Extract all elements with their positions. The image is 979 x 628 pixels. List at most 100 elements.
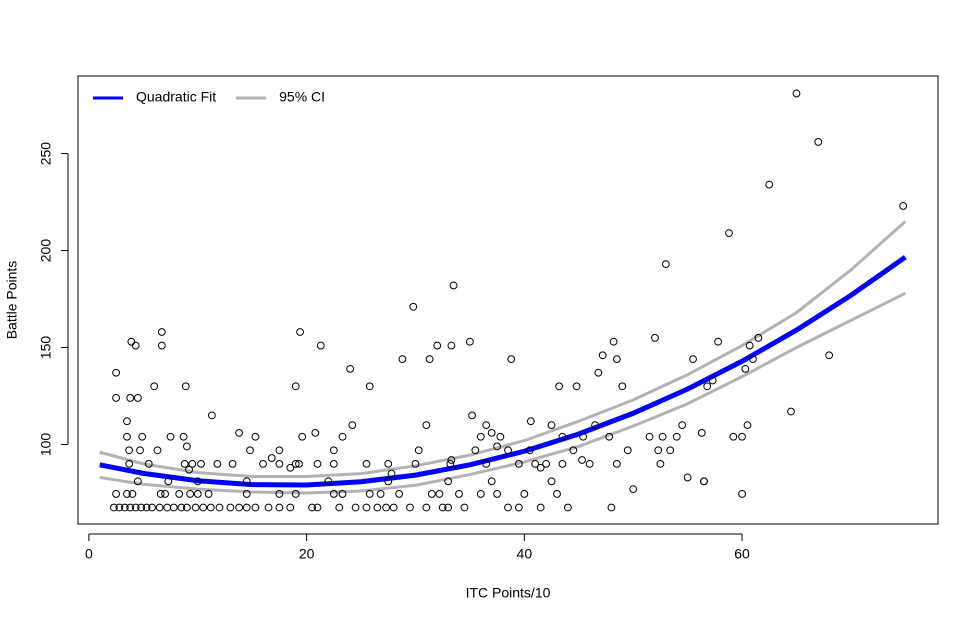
x-tick-label: 40 xyxy=(517,546,533,562)
data-point xyxy=(206,503,215,512)
y-axis-label: Battle Points xyxy=(4,261,20,340)
data-point xyxy=(228,459,237,468)
data-point xyxy=(329,459,338,468)
data-point xyxy=(286,463,295,472)
data-point xyxy=(188,459,197,468)
data-point xyxy=(193,490,202,498)
data-point xyxy=(338,490,347,498)
data-point xyxy=(242,503,251,512)
y-tick-label: 250 xyxy=(38,142,54,166)
ci-lower-line xyxy=(99,291,907,495)
data-point xyxy=(427,490,436,498)
data-point xyxy=(128,490,137,498)
data-point xyxy=(792,89,801,98)
data-point xyxy=(275,459,284,468)
data-point xyxy=(316,341,325,350)
data-point xyxy=(112,368,121,377)
data-point xyxy=(700,477,708,486)
y-tick-label: 200 xyxy=(38,239,54,263)
data-point xyxy=(446,459,455,468)
fit-line xyxy=(99,255,907,488)
data-point xyxy=(654,446,663,455)
data-point xyxy=(411,459,420,468)
data-point xyxy=(678,421,687,429)
data-point xyxy=(120,503,129,512)
data-point xyxy=(179,432,188,441)
data-point xyxy=(609,337,618,346)
plot-box xyxy=(77,75,939,525)
data-point xyxy=(144,459,153,468)
data-point xyxy=(215,503,224,512)
data-point xyxy=(161,490,169,498)
data-point xyxy=(658,432,667,441)
data-point xyxy=(447,341,456,350)
data-point xyxy=(384,459,393,468)
data-point xyxy=(131,503,140,512)
data-point xyxy=(591,421,599,429)
data-point xyxy=(163,503,172,512)
data-point xyxy=(697,428,706,437)
data-point xyxy=(235,503,244,512)
data-point xyxy=(213,459,222,468)
data-point xyxy=(703,382,712,391)
data-point xyxy=(365,490,374,498)
data-point xyxy=(251,432,260,441)
data-point xyxy=(435,490,444,498)
data-point xyxy=(825,351,834,360)
data-point xyxy=(133,477,142,486)
data-point xyxy=(193,477,202,486)
data-point xyxy=(207,411,216,420)
data-point xyxy=(425,355,434,364)
data-point xyxy=(754,333,763,342)
data-point xyxy=(185,465,193,474)
data-point xyxy=(598,351,607,360)
data-point xyxy=(251,503,260,512)
data-point xyxy=(335,503,344,512)
data-point xyxy=(555,382,564,391)
y-tick-label: 100 xyxy=(38,433,54,457)
data-point xyxy=(612,459,621,468)
data-point xyxy=(738,490,746,498)
data-point xyxy=(558,459,567,468)
data-point xyxy=(131,341,140,350)
data-point xyxy=(164,477,173,486)
data-point xyxy=(115,503,124,512)
data-point xyxy=(738,432,746,441)
data-point xyxy=(275,446,284,455)
data-point xyxy=(569,446,578,455)
data-point xyxy=(177,503,186,512)
data-point xyxy=(629,485,638,493)
data-point xyxy=(246,446,254,455)
data-point xyxy=(651,333,659,342)
data-point xyxy=(729,432,738,441)
data-point xyxy=(362,459,371,468)
y-tick-label: 150 xyxy=(38,336,54,360)
data-point xyxy=(476,490,485,498)
data-point xyxy=(126,394,135,402)
data-point xyxy=(329,446,338,455)
data-point xyxy=(749,355,757,364)
data-point xyxy=(199,503,208,512)
data-point xyxy=(267,454,276,462)
legend-label: Quadratic Fit xyxy=(136,89,216,105)
data-point xyxy=(607,503,616,512)
data-point xyxy=(126,503,135,512)
data-point xyxy=(493,442,502,451)
data-point xyxy=(142,503,151,512)
data-point xyxy=(182,503,191,512)
data-point xyxy=(542,459,551,468)
data-point xyxy=(487,428,496,437)
data-point xyxy=(186,490,195,498)
data-point xyxy=(148,503,156,512)
data-point xyxy=(308,503,316,512)
data-point xyxy=(180,459,189,468)
data-point xyxy=(765,180,774,189)
data-point xyxy=(536,463,545,472)
data-point xyxy=(645,432,654,441)
data-point xyxy=(157,341,166,350)
data-point xyxy=(181,382,190,391)
data-point xyxy=(482,421,491,429)
data-point xyxy=(578,456,586,464)
data-point xyxy=(156,490,165,498)
